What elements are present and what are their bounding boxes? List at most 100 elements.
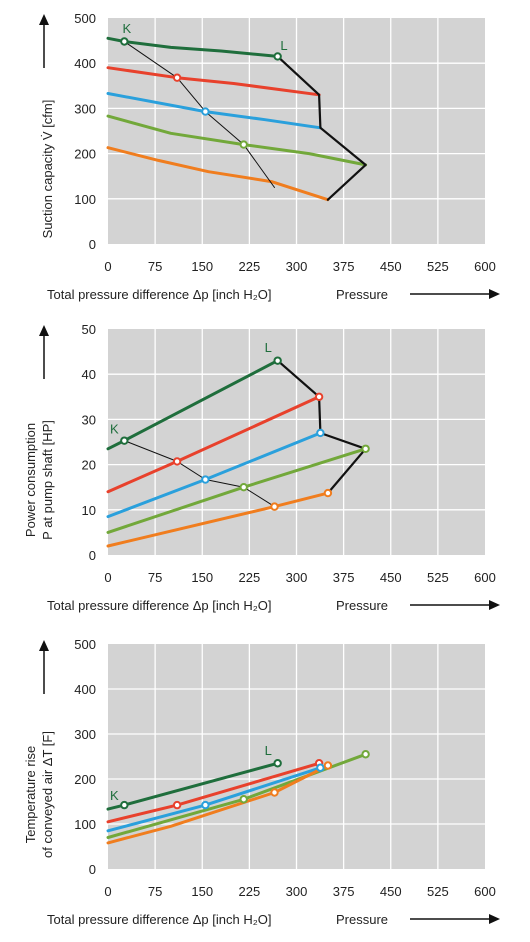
x-tick-label: 0 — [104, 884, 111, 899]
y-tick-label: 300 — [74, 101, 96, 116]
y-tick-label: 20 — [82, 458, 96, 473]
x-axis-arrow-head — [489, 914, 500, 924]
x-tick-label: 150 — [191, 884, 213, 899]
data-point-marker — [239, 483, 248, 492]
series-line-orange — [106, 146, 330, 202]
x-tick-label: 525 — [427, 259, 449, 274]
data-point-marker — [239, 795, 248, 804]
x-tick-label: 150 — [191, 570, 213, 585]
y-axis-label: of conveyed air ΔT [F] — [40, 731, 55, 858]
series-line-orange — [106, 764, 330, 845]
y-tick-label: 200 — [74, 147, 96, 162]
series-line-blue — [106, 92, 322, 130]
x-tick-label: 75 — [148, 884, 162, 899]
x-axis-label-pressure: Pressure — [336, 912, 388, 927]
x-tick-label: 0 — [104, 570, 111, 585]
x-axis-label-pressure: Pressure — [336, 598, 388, 613]
y-tick-label: 10 — [82, 503, 96, 518]
x-tick-label: 375 — [333, 259, 355, 274]
x-axis-label: Total pressure difference Δp [inch H₂O] — [47, 287, 272, 302]
y-tick-label: 30 — [82, 412, 96, 427]
y-tick-label: 400 — [74, 682, 96, 697]
data-point-marker — [172, 457, 182, 466]
x-tick-label: 525 — [427, 884, 449, 899]
data-point-marker — [361, 750, 370, 759]
x-axis-arrow-head — [489, 289, 500, 299]
data-point-marker — [239, 140, 248, 149]
series-line-dark_green — [106, 36, 280, 58]
x-tick-label: 75 — [148, 259, 162, 274]
x-tick-label: 300 — [286, 570, 308, 585]
x-tick-label: 300 — [286, 259, 308, 274]
y-axis-arrow-head — [39, 640, 49, 651]
curve-label: L — [265, 743, 272, 758]
x-axis-label: Total pressure difference Δp [inch H₂O] — [47, 912, 272, 927]
data-point-marker — [201, 800, 210, 810]
data-point-marker — [361, 444, 370, 453]
curve-label: K — [110, 788, 119, 803]
y-tick-label: 0 — [89, 237, 96, 252]
y-tick-label: 400 — [74, 56, 96, 71]
y-axis-arrow-head — [39, 325, 49, 336]
x-tick-label: 375 — [333, 570, 355, 585]
y-axis-label: Suction capacity V̇ [cfm] — [40, 100, 55, 239]
data-point-marker — [120, 800, 129, 810]
y-axis-label: P at pump shaft [HP] — [40, 420, 55, 540]
data-point-marker — [270, 788, 279, 797]
y-axis-arrow-head — [39, 14, 49, 25]
chart-panel-3: 0 75 150 225 300 375 450 525 600 0 100 200 300 400 500… — [23, 637, 500, 927]
curve-label: K — [123, 21, 132, 36]
boundary-line — [276, 55, 367, 201]
x-tick-label: 600 — [474, 570, 496, 585]
data-point-marker — [120, 37, 129, 46]
x-tick-label: 600 — [474, 259, 496, 274]
x-tick-label: 225 — [239, 884, 261, 899]
y-tick-label: 0 — [89, 862, 96, 877]
y-tick-label: 200 — [74, 772, 96, 787]
x-axis-label: Total pressure difference Δp [inch H₂O] — [47, 598, 272, 613]
data-point-marker — [316, 763, 325, 772]
x-axis-label-pressure: Pressure — [336, 287, 388, 302]
x-tick-label: 600 — [474, 884, 496, 899]
y-tick-label: 500 — [74, 11, 96, 26]
data-point-marker — [314, 392, 324, 401]
x-axis-arrow-head — [489, 600, 500, 610]
y-tick-label: 0 — [89, 548, 96, 563]
data-point-marker — [201, 107, 210, 116]
data-point-marker — [323, 488, 333, 498]
chart-panel-1: 0 75 150 225 300 375 450 525 600 0 100 200 300 400 500… — [39, 11, 500, 302]
y-tick-label: 40 — [82, 367, 96, 382]
curve-label: K — [110, 421, 119, 436]
curve-label: L — [280, 38, 287, 53]
x-tick-label: 0 — [104, 259, 111, 274]
data-point-marker — [172, 800, 182, 810]
x-tick-label: 450 — [380, 259, 402, 274]
data-point-marker — [172, 73, 182, 82]
x-tick-label: 75 — [148, 570, 162, 585]
x-tick-label: 450 — [380, 884, 402, 899]
x-tick-label: 225 — [239, 259, 261, 274]
x-tick-label: 150 — [191, 259, 213, 274]
y-tick-label: 50 — [82, 322, 96, 337]
data-point-marker — [201, 475, 210, 484]
data-point-marker — [270, 502, 279, 511]
x-tick-label: 300 — [286, 884, 308, 899]
chart-panel-2: 0 75 150 225 300 375 450 525 600 0 10 20 30 40 50 K L Tot… — [23, 322, 500, 613]
series-line-red — [106, 66, 321, 97]
data-point-marker — [273, 759, 282, 768]
data-point-marker — [273, 356, 282, 365]
data-point-marker — [323, 761, 333, 770]
x-tick-label: 525 — [427, 570, 449, 585]
y-axis-label: Power consumption — [23, 423, 38, 537]
data-point-marker — [273, 52, 282, 61]
data-point-marker — [316, 428, 325, 438]
x-tick-label: 450 — [380, 570, 402, 585]
y-axis-label: Temperature rise — [23, 746, 38, 844]
y-tick-label: 300 — [74, 727, 96, 742]
curve-label: L — [265, 340, 272, 355]
y-tick-label: 500 — [74, 637, 96, 652]
x-tick-label: 225 — [239, 570, 261, 585]
data-point-marker — [120, 436, 129, 445]
x-tick-label: 375 — [333, 884, 355, 899]
